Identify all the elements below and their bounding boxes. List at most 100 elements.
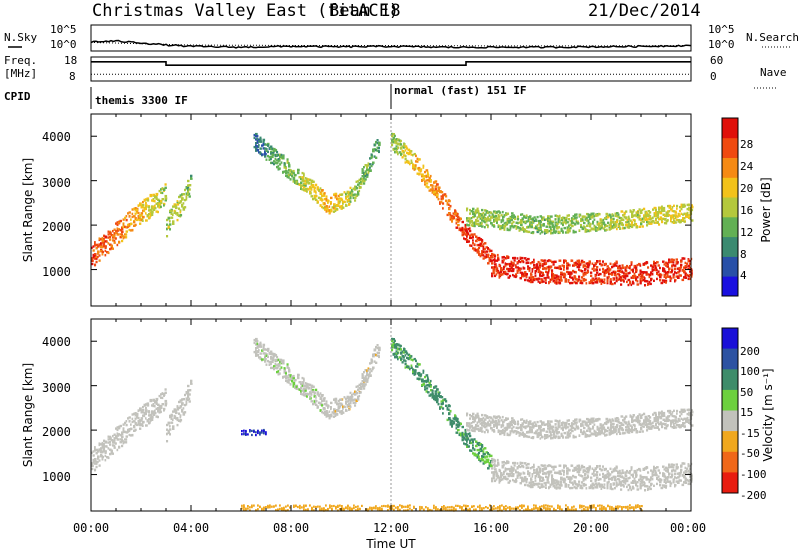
velocity-cell-2-16: [256, 344, 259, 347]
power-cell-4-7: [492, 259, 495, 262]
velocity-cell-3-266: [463, 436, 466, 439]
velocity-cell-2-308: [330, 401, 333, 405]
velocity-cell-2-351: [342, 411, 345, 414]
power-cell-0-76: [109, 238, 112, 241]
power-cell-5-26: [473, 214, 476, 218]
power-cell-5-499: [593, 225, 596, 228]
power-ylabel: Slant Range [km]: [21, 158, 35, 262]
power-cell-0-137: [124, 236, 127, 239]
velocity-cell-4-482: [608, 480, 610, 483]
power-cell-3-134: [427, 174, 430, 177]
velocity-cell-2-282: [324, 402, 326, 406]
velocity-cell-2-47: [265, 354, 268, 357]
velocity-cell-2-389: [352, 398, 355, 401]
power-cell-4-417: [591, 278, 594, 281]
power-cell-3-50: [401, 150, 405, 153]
velocity-cell-4-25: [495, 471, 498, 475]
velocity-cell-3-235: [455, 419, 459, 423]
velocity-cell-3-15: [394, 356, 396, 359]
velocity-cell-4-7: [492, 464, 495, 467]
power-cell-2-413: [360, 186, 362, 189]
power-cell-4-329: [569, 271, 571, 275]
power-cell-2-378: [349, 193, 352, 197]
velocity-cell-2-454: [369, 362, 372, 365]
power-cell-3-224: [452, 216, 455, 220]
power-cell-2-185: [300, 187, 302, 190]
velocity-cell-2-13: [256, 339, 259, 343]
velocity-cell-0-97: [113, 446, 116, 449]
power-cell-2-33: [262, 143, 265, 146]
power-cell-4-101: [513, 259, 516, 262]
power-cell-4-559: [627, 278, 631, 282]
power-cell-4-615: [642, 262, 645, 266]
velocity-cell-4-275: [554, 479, 556, 482]
power-cell-5-219: [521, 219, 524, 222]
power-cell-3-117: [422, 175, 425, 178]
power-cell-4-299: [560, 271, 563, 274]
power-cell-4-148: [525, 261, 528, 265]
velocity-cell-2-225: [310, 389, 313, 392]
velocity-cell-3-99: [416, 362, 419, 365]
power-cell-5-396: [566, 228, 569, 232]
power-cell-2-446: [366, 173, 369, 176]
power-cell-5-308: [544, 218, 546, 221]
velocity-cell-2-11: [256, 346, 259, 349]
velocity-cell-3-157: [433, 397, 436, 401]
power-cell-2-162: [294, 180, 297, 183]
velocity-cell-2-61: [270, 356, 273, 359]
power-cell-4-664: [656, 272, 658, 275]
power-cell-5-787: [667, 214, 670, 217]
power-cell-3-18: [394, 134, 396, 138]
velocity-cell-4-496: [611, 470, 614, 474]
velocity-cell-0-212: [143, 403, 146, 407]
velocity-cell-4-84: [510, 465, 513, 469]
power-cell-4-400: [587, 269, 589, 272]
velocity-cell-3-325: [479, 459, 482, 463]
power-cell-5-468: [586, 219, 589, 222]
power-cell-4-349: [573, 281, 576, 284]
power-cell-4-699: [666, 263, 669, 267]
velocity-cell-4-471: [605, 474, 608, 477]
power-cell-0-180: [136, 218, 139, 222]
velocity-cell-0-261: [154, 412, 157, 415]
power-cell-4-147: [524, 271, 527, 274]
power-cell-4-354: [575, 271, 577, 274]
power-cell-3-119: [424, 183, 427, 186]
velocity-cell-4-653: [653, 484, 655, 487]
power-cell-5-33: [475, 222, 477, 225]
velocity-cell-4-484: [608, 474, 610, 477]
power-cell-4-685: [663, 263, 666, 266]
velocity-cell-2-290: [325, 404, 328, 407]
power-cell-5-505: [595, 229, 598, 232]
power-cell-4-701: [666, 262, 669, 265]
power-cell-4-255: [549, 266, 552, 269]
power-cell-5-235: [526, 220, 528, 223]
velocity-cell-4-411: [590, 486, 593, 489]
velocity-cell-3-245: [458, 432, 461, 435]
power-cell-1-11: [169, 228, 171, 231]
velocity-cell-3-237: [455, 424, 459, 427]
velocity-cell-2-223: [309, 396, 311, 399]
velocity-cell-1-38: [176, 418, 179, 422]
power-cell-3-101: [418, 169, 421, 172]
power-cell-5-794: [670, 208, 673, 211]
velocity-cell-4-637: [648, 485, 651, 489]
velocity-cell-3-335: [482, 459, 485, 462]
velocity-cell-2-44: [265, 348, 268, 351]
power-cell-2-156: [292, 176, 296, 180]
velocity-cell-2-456: [369, 374, 372, 377]
power-cell-5-669: [637, 210, 640, 213]
power-cell-5-232: [524, 230, 528, 233]
velocity-cell-0-152: [128, 433, 131, 437]
velocity-cell-3-2: [391, 337, 394, 341]
power-cell-0-49: [101, 246, 104, 249]
velocity-cell-3-58: [404, 363, 407, 366]
power-cell-4-221: [542, 280, 545, 283]
power-cell-2-115: [283, 164, 286, 168]
power-cell-0-194: [139, 218, 141, 222]
power-cell-3-174: [436, 183, 439, 186]
power-cell-5-238: [526, 226, 529, 229]
power-cell-5-444: [580, 219, 582, 223]
power-cell-4-264: [552, 274, 555, 278]
power-cell-0-31: [98, 238, 101, 242]
